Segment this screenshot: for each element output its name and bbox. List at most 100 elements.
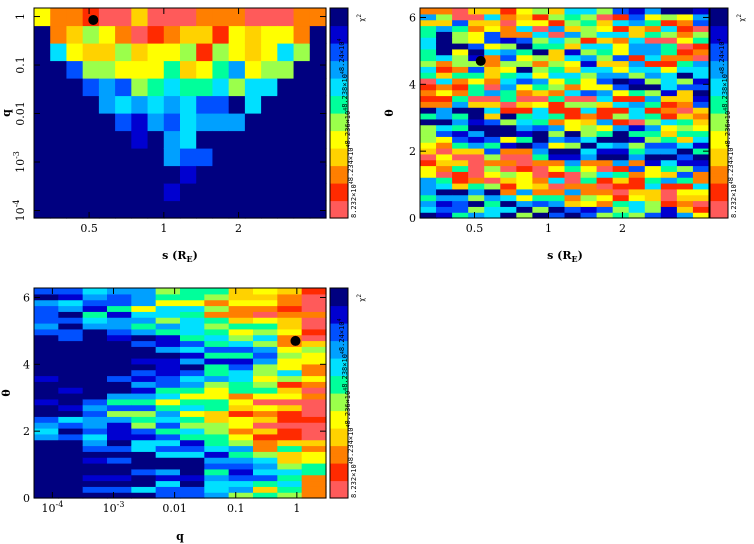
heatmap-cell (516, 142, 533, 149)
heatmap-cell (180, 433, 205, 441)
heatmap-cell (131, 358, 157, 365)
heatmap-cell (676, 60, 694, 67)
heatmap-cell (115, 200, 132, 219)
heatmap-cell (596, 107, 614, 114)
heatmap-cell (660, 118, 678, 126)
heatmap-cell (548, 183, 566, 190)
heatmap-cell (420, 130, 437, 137)
heatmap-cell (82, 352, 108, 359)
heatmap-cell (180, 474, 205, 482)
heatmap-cell (277, 95, 295, 114)
heatmap-cell (548, 113, 566, 120)
colorbar-segment (330, 312, 348, 317)
heatmap-cell (532, 54, 550, 62)
heatmap-cell (452, 183, 469, 190)
heatmap-cell (436, 107, 453, 114)
heatmap-cell (532, 83, 550, 91)
heatmap-cell (155, 311, 181, 318)
heatmap-cell (676, 153, 694, 161)
heatmap-cell (180, 317, 205, 324)
heatmap-cell (580, 212, 598, 219)
heatmap-cell (244, 60, 262, 79)
heatmap-cell (204, 288, 230, 295)
heatmap-cell (115, 78, 132, 97)
heatmap-cell (500, 136, 517, 143)
heatmap-cell (660, 183, 678, 190)
y-tick-label: 0.1 (14, 56, 27, 74)
heatmap-cell (82, 468, 108, 476)
heatmap-cell (155, 293, 181, 301)
colorbar-segment (710, 134, 728, 139)
heatmap-cell (612, 200, 630, 207)
heatmap-cell (660, 13, 678, 21)
heatmap-cell (612, 113, 630, 120)
heatmap-cell (644, 206, 662, 213)
heatmap-cell (82, 113, 100, 132)
heatmap-cell (163, 113, 181, 132)
heatmap-cell (309, 60, 327, 79)
heatmap-cell (500, 118, 517, 126)
colorbar-segment (330, 452, 348, 457)
colorbar-segment (330, 316, 348, 321)
heatmap-cell (228, 113, 246, 132)
heatmap-cell (228, 334, 254, 342)
heatmap-cell (204, 346, 230, 353)
heatmap-cell (596, 142, 614, 149)
heatmap-cell (82, 439, 108, 447)
heatmap-cell (500, 66, 517, 73)
heatmap-cell (261, 78, 278, 97)
colorbar-segment (330, 365, 348, 370)
heatmap-cell (58, 346, 84, 353)
heatmap-cell (436, 66, 453, 73)
heatmap-cell (204, 311, 230, 318)
heatmap-cell (155, 404, 181, 412)
heatmap-cell (500, 72, 517, 79)
heatmap-cell (107, 305, 132, 312)
heatmap-cell (500, 212, 517, 219)
heatmap-cell (420, 148, 437, 155)
heatmap-cell (676, 72, 694, 79)
heatmap-cell (452, 95, 469, 102)
heatmap-cell (301, 334, 327, 342)
heatmap-cell (516, 48, 533, 56)
heatmap-cell (131, 410, 157, 417)
heatmap-cell (277, 8, 295, 27)
colorbar-segment (710, 120, 728, 125)
heatmap-cell (82, 25, 100, 44)
heatmap-cell (34, 346, 59, 353)
heatmap-cell (468, 37, 485, 44)
heatmap-cell (420, 83, 437, 91)
heatmap-cell (180, 445, 205, 452)
heatmap-cell (468, 89, 485, 97)
heatmap-cell (420, 188, 437, 196)
heatmap-cell (34, 369, 59, 377)
heatmap-cell (596, 212, 614, 219)
heatmap-cell (277, 369, 303, 377)
heatmap-cell (66, 95, 84, 114)
colorbar-segment (710, 193, 728, 198)
heatmap-cell (644, 177, 662, 184)
heatmap-cell (420, 60, 437, 67)
heatmap-cell (293, 25, 311, 44)
heatmap-cell (131, 381, 157, 388)
heatmap-cell (452, 177, 469, 184)
heatmap-cell (277, 375, 303, 382)
heatmap-cell (277, 130, 295, 149)
heatmap-cell (580, 183, 598, 190)
heatmap-cell (564, 95, 582, 102)
heatmap-cell (107, 340, 132, 347)
heatmap-cell (596, 89, 614, 97)
heatmap-cell (228, 451, 254, 458)
heatmap-cell (580, 171, 598, 178)
heatmap-cell (596, 206, 614, 213)
heatmap-cell (155, 428, 181, 435)
heatmap-cell (34, 451, 59, 458)
heatmap-cell (628, 95, 646, 102)
heatmap-cell (212, 43, 230, 62)
heatmap-cell (82, 428, 108, 435)
heatmap-cell (277, 200, 295, 219)
x-tick-label: 1 (160, 222, 167, 235)
heatmap-cell (82, 363, 108, 371)
colorbar-segment (330, 389, 348, 394)
heatmap-cell (436, 194, 453, 202)
